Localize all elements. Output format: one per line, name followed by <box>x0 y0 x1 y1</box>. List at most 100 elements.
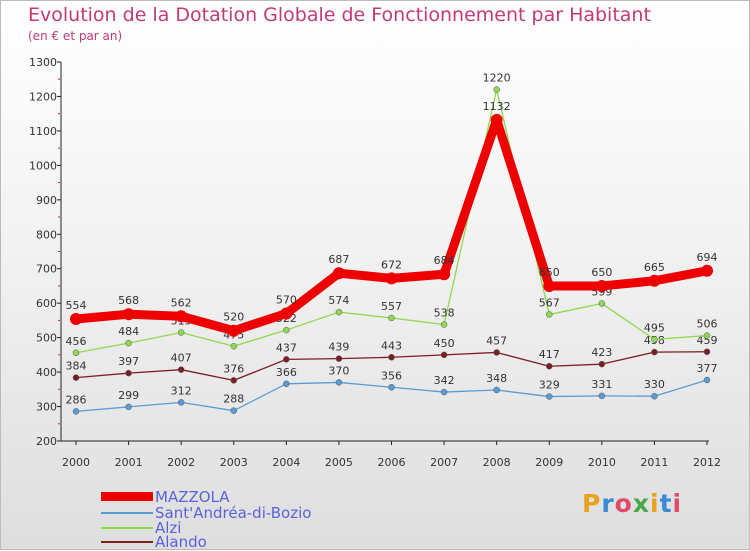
proxiti-letter: x <box>632 489 650 518</box>
x-tick-label: 2005 <box>325 456 353 469</box>
data-label-sant-andr-a-di-bozio: 312 <box>171 384 192 397</box>
data-point-mazzola <box>70 313 82 326</box>
data-label-alando: 439 <box>328 341 349 354</box>
data-point-sant-andr-a-di-bozio <box>388 384 395 391</box>
legend-label-alzi: Alzi <box>155 519 182 537</box>
x-tick-label: 2012 <box>693 456 721 469</box>
chart-title: Evolution de la Dotation Globale de Fonc… <box>28 4 651 26</box>
data-label-alando: 450 <box>434 337 455 350</box>
x-tick-label: 2010 <box>588 456 616 469</box>
data-label-alando: 407 <box>171 352 192 365</box>
x-tick-label: 2001 <box>115 456 143 469</box>
data-label-mazzola: 684 <box>434 254 455 267</box>
data-point-mazzola <box>122 308 135 321</box>
legend-swatch-alando <box>101 541 153 543</box>
y-tick-label: 800 <box>36 228 57 241</box>
data-label-alando: 417 <box>539 348 560 361</box>
data-point-mazzola <box>543 279 556 292</box>
data-point-sant-andr-a-di-bozio <box>177 399 185 406</box>
data-label-alando: 423 <box>591 346 612 359</box>
data-label-alzi: 574 <box>328 294 349 307</box>
data-point-mazzola <box>701 264 713 277</box>
data-point-alzi <box>72 349 80 357</box>
data-label-mazzola: 650 <box>539 266 560 279</box>
y-tick-label: 200 <box>36 435 57 448</box>
data-label-alando: 443 <box>381 339 402 352</box>
data-point-alando <box>177 366 185 373</box>
data-point-alzi <box>598 300 606 307</box>
data-label-alando: 397 <box>118 355 139 368</box>
data-label-mazzola: 568 <box>118 294 139 307</box>
proxiti-letter: i <box>650 489 660 518</box>
data-point-sant-andr-a-di-bozio <box>651 392 658 400</box>
data-point-alando <box>335 355 343 362</box>
y-tick-label: 1300 <box>29 56 57 69</box>
data-point-alando <box>598 360 606 368</box>
legend-swatch-sant-andrea <box>101 512 153 514</box>
data-label-alzi: 557 <box>381 300 402 313</box>
y-tick-label: 600 <box>36 297 57 310</box>
data-label-mazzola: 1132 <box>483 100 511 113</box>
x-tick-label: 2002 <box>167 456 195 469</box>
data-label-sant-andr-a-di-bozio: 366 <box>276 366 297 379</box>
data-label-mazzola: 562 <box>171 296 192 309</box>
data-point-alando <box>440 351 448 359</box>
data-label-alzi: 567 <box>539 297 560 310</box>
proxiti-letter: i <box>672 489 683 518</box>
data-point-alzi <box>440 321 448 328</box>
data-label-mazzola: 570 <box>276 294 297 307</box>
x-tick-label: 2000 <box>62 456 90 469</box>
data-point-alando <box>72 374 80 381</box>
data-label-mazzola: 672 <box>381 258 402 271</box>
x-tick-label: 2004 <box>272 456 300 469</box>
y-tick-label: 900 <box>36 194 57 207</box>
x-tick-label: 2007 <box>430 456 458 469</box>
y-tick-label: 500 <box>36 332 57 345</box>
data-label-sant-andr-a-di-bozio: 299 <box>118 389 139 402</box>
data-point-mazzola <box>595 279 608 292</box>
x-tick-label: 2006 <box>378 456 406 469</box>
data-point-sant-andr-a-di-bozio <box>440 388 448 396</box>
data-label-mazzola: 554 <box>66 299 87 312</box>
data-point-alando <box>230 377 237 384</box>
data-point-sant-andr-a-di-bozio <box>703 376 711 384</box>
data-point-mazzola <box>438 268 451 281</box>
legend-label-alando: Alando <box>155 533 207 551</box>
data-label-sant-andr-a-di-bozio: 329 <box>539 379 560 392</box>
data-label-mazzola: 694 <box>697 251 718 264</box>
data-label-sant-andr-a-di-bozio: 331 <box>591 378 612 391</box>
proxiti-letter: o <box>614 489 633 518</box>
data-point-mazzola <box>385 272 398 285</box>
data-label-sant-andr-a-di-bozio: 288 <box>223 393 244 406</box>
data-label-alzi: 484 <box>118 325 139 338</box>
legend-label-sant-andrea: Sant'Andréa-di-Bozio <box>155 504 312 522</box>
legend-swatch-alzi <box>101 527 153 529</box>
proxiti-letter: r <box>601 489 615 518</box>
x-tick-label: 2008 <box>483 456 511 469</box>
data-label-mazzola: 520 <box>223 311 244 324</box>
data-label-sant-andr-a-di-bozio: 377 <box>697 362 718 375</box>
data-point-alando <box>651 348 658 356</box>
data-point-mazzola <box>332 267 345 280</box>
data-label-alando: 457 <box>486 334 507 347</box>
data-point-alzi <box>283 326 290 334</box>
data-label-alzi: 495 <box>644 321 665 334</box>
data-label-alando: 437 <box>276 341 297 354</box>
data-point-sant-andr-a-di-bozio <box>598 392 606 400</box>
data-point-sant-andr-a-di-bozio <box>230 407 237 414</box>
data-label-mazzola: 650 <box>591 266 612 279</box>
x-tick-label: 2011 <box>640 456 668 469</box>
data-point-alando <box>546 362 553 370</box>
data-label-alzi: 456 <box>66 335 87 348</box>
y-tick-label: 400 <box>36 366 57 379</box>
data-label-sant-andr-a-di-bozio: 356 <box>381 369 402 382</box>
data-label-alzi: 506 <box>697 318 718 331</box>
data-label-sant-andr-a-di-bozio: 342 <box>434 374 455 387</box>
data-point-alzi <box>177 329 185 336</box>
data-point-alzi <box>335 308 343 316</box>
y-tick-label: 1000 <box>29 159 57 172</box>
data-point-mazzola <box>175 310 188 323</box>
data-label-sant-andr-a-di-bozio: 348 <box>486 372 507 385</box>
data-point-sant-andr-a-di-bozio <box>546 393 553 400</box>
